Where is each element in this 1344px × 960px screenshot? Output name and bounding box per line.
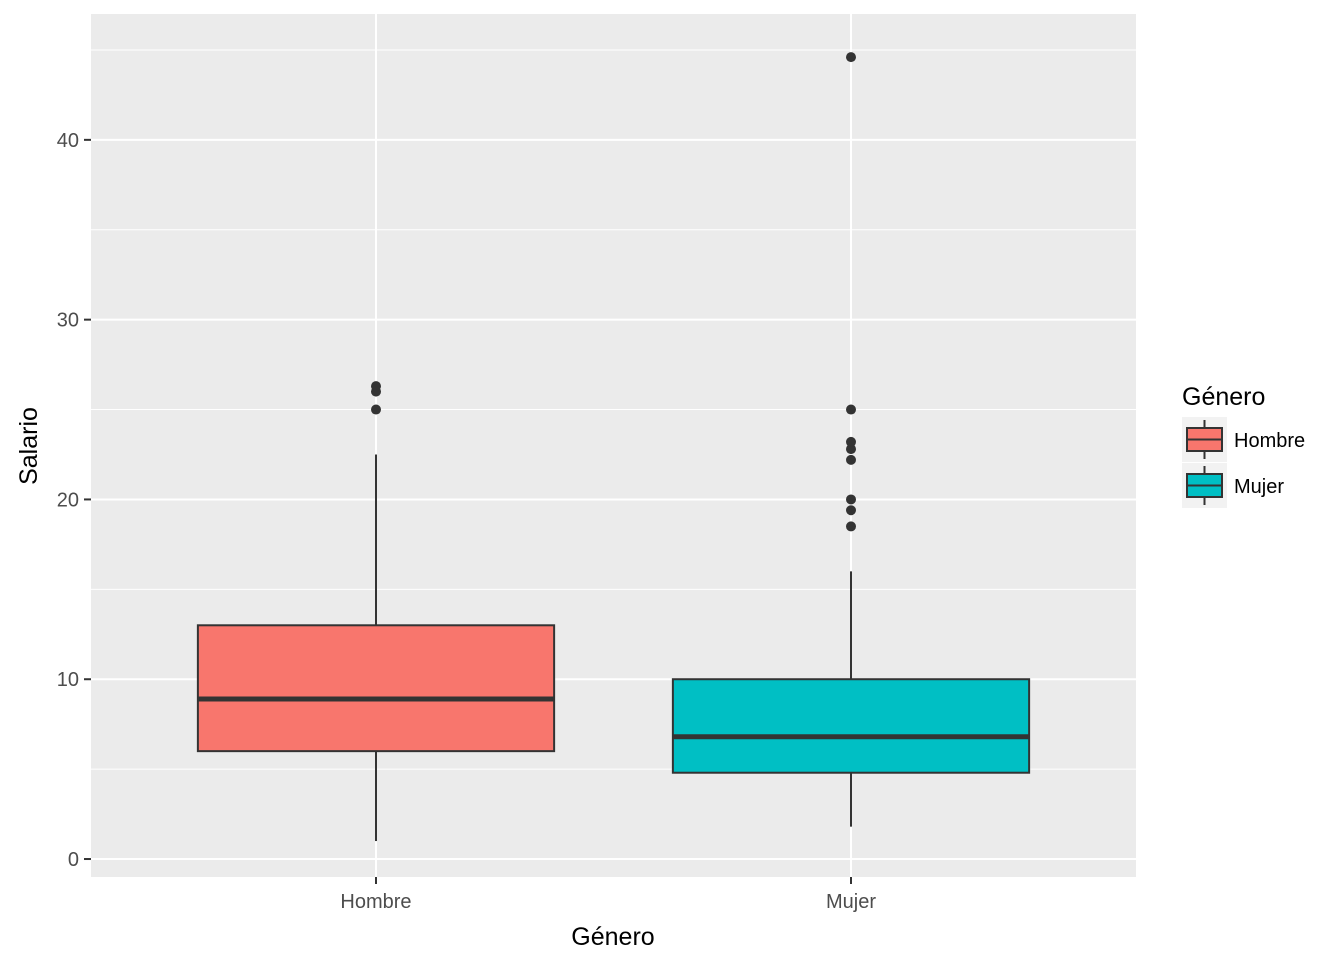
legend-label: Hombre (1234, 430, 1305, 452)
x-tick-label: Mujer (826, 891, 876, 913)
outlier-point (846, 505, 856, 516)
outlier-point (371, 381, 381, 392)
y-axis-title: Salario (15, 407, 43, 485)
y-tick-label: 20 (57, 489, 79, 511)
x-tick-label: Hombre (340, 891, 411, 913)
x-axis-title: Género (571, 923, 654, 951)
y-tick-label: 30 (57, 310, 79, 332)
boxes (196, 52, 1031, 842)
outlier-point (846, 436, 856, 447)
box-iqr (196, 624, 556, 753)
box-iqr (671, 678, 1031, 774)
x-axis: Hombre Mujer (340, 877, 876, 913)
outlier-point (846, 444, 856, 455)
y-tick-label: 0 (68, 849, 79, 871)
y-tick-label: 40 (57, 130, 79, 152)
outlier-point (846, 454, 856, 465)
box-hombre (196, 381, 556, 842)
outlier-point (846, 52, 856, 63)
y-tick-label: 10 (57, 669, 79, 691)
outlier-point (371, 404, 381, 415)
legend-entry-mujer: Mujer (1182, 463, 1284, 508)
outlier-point (846, 521, 856, 532)
legend-title: Género (1182, 383, 1265, 411)
legend-label: Mujer (1234, 476, 1284, 498)
outlier-point (846, 404, 856, 415)
outlier-point (846, 494, 856, 505)
box-mujer (671, 52, 1031, 827)
legend-entry-hombre: Hombre (1182, 417, 1305, 462)
legend: Género Hombre Mujer (1182, 383, 1305, 508)
y-axis: 0 10 20 30 40 (57, 130, 91, 871)
